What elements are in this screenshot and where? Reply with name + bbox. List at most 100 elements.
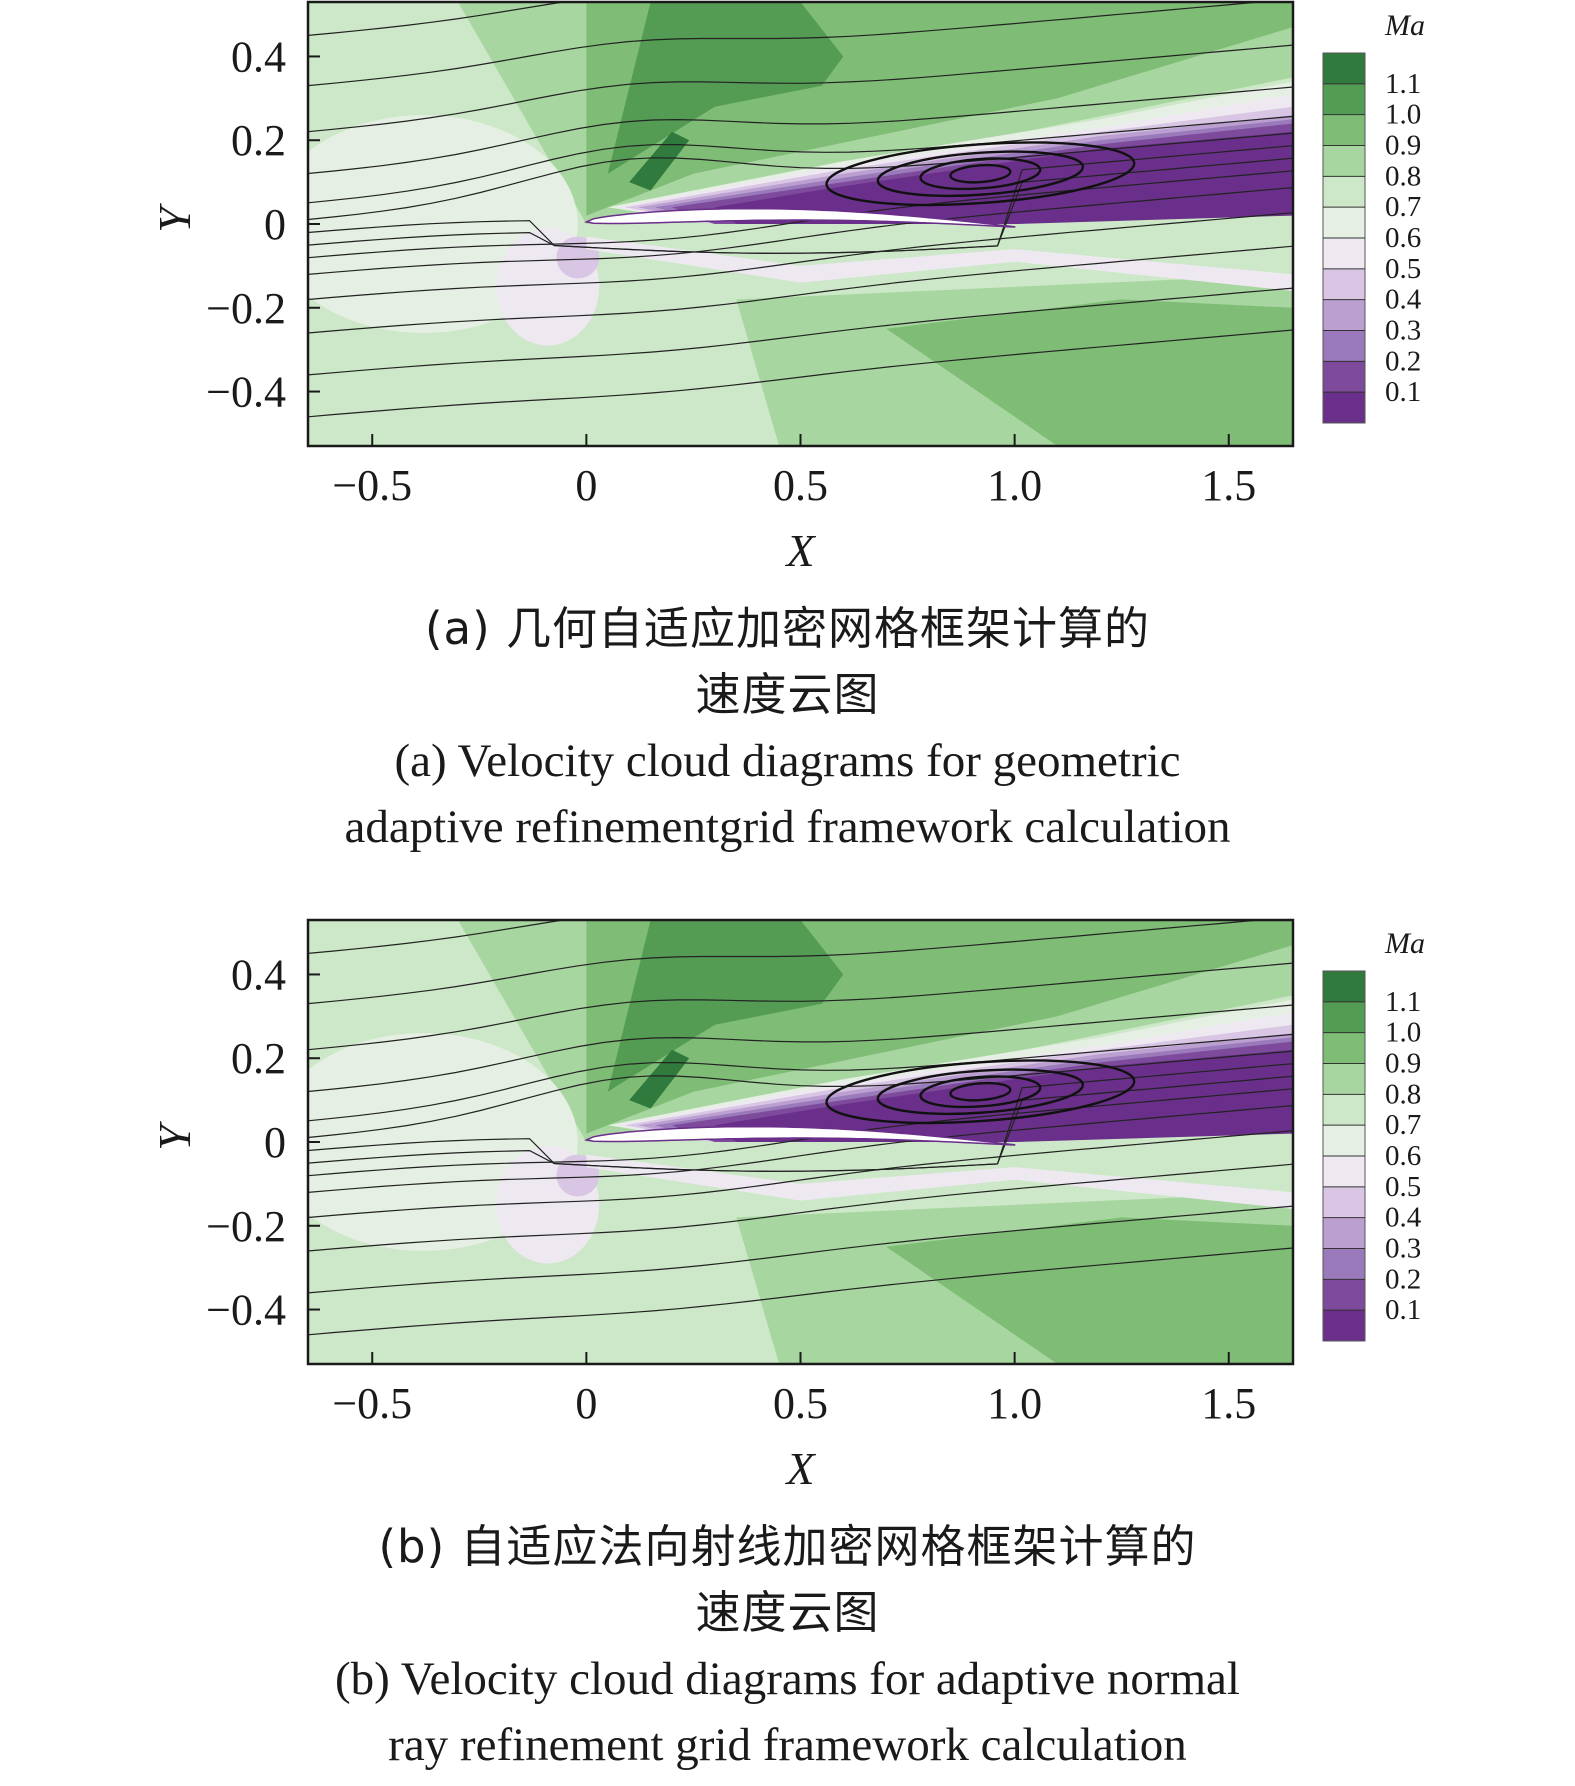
- colorbar-label: 1.0: [1385, 1017, 1421, 1049]
- colorbar-label: 0.4: [1385, 284, 1422, 316]
- vortex-loop-3: [949, 163, 1012, 184]
- y-axis-label: Y: [149, 203, 200, 233]
- figure-panel-b: −0.5 0 0.5 1.0 1.5 0.4 0.2 0 −0.2 −0.4 X Y Ma 1.1 1.0 0…: [0, 918, 1575, 1786]
- caption-b-en-line2: ray refinement grid framework calculatio…: [388, 1719, 1187, 1771]
- vortex-loop-0: [825, 1059, 1136, 1125]
- colorbar-swatch-0: [1323, 971, 1365, 1003]
- x-tick-label: −0.5: [332, 1379, 412, 1428]
- colorbar-label: 0.4: [1385, 1202, 1422, 1234]
- colorbar-swatch-2: [1323, 1032, 1365, 1064]
- colorbar-title: Ma: [1384, 9, 1425, 42]
- streamlines-b: [308, 920, 1293, 1336]
- colorbar-label: 0.3: [1385, 1233, 1421, 1265]
- colorbar-swatch-3: [1323, 145, 1365, 177]
- x-tick-label: 1.5: [1201, 461, 1256, 510]
- colorbar-swatch-7: [1323, 268, 1365, 301]
- colorbar-label: 0.6: [1385, 1140, 1421, 1172]
- x-tick-label: 0: [575, 1379, 597, 1428]
- y-axis-label: Y: [149, 1121, 200, 1151]
- vortex-a: [825, 141, 1136, 207]
- colorbar-label: 0.7: [1385, 191, 1421, 223]
- streamline-6: [308, 1050, 1293, 1139]
- colorbar-swatch-6: [1323, 238, 1365, 270]
- airfoil-b: [583, 1125, 1016, 1146]
- y-tick-label: 0.4: [231, 32, 286, 81]
- contour-level-1.1-upper: [607, 920, 844, 1092]
- x-tick-label: 0.5: [773, 1379, 828, 1428]
- contour-plot-a: −0.5 0 0.5 1.0 1.50.40.20−0.2−0.4XYMa1.11.00…: [149, 0, 1425, 576]
- vortex-loop-1: [876, 1068, 1085, 1116]
- streamline-3: [308, 44, 1293, 133]
- contour-level-1.2-peak: [629, 131, 690, 191]
- contour-level-1.2-peak: [629, 1049, 690, 1109]
- colorbar-swatch-6: [1323, 1156, 1365, 1188]
- colorbar-label: 0.8: [1385, 160, 1421, 192]
- contour-field-a: [308, 2, 1293, 446]
- colorbar-swatch-1: [1323, 83, 1365, 116]
- streamline-9: [308, 1088, 1293, 1177]
- colorbar-label: 0.7: [1385, 1109, 1421, 1141]
- y-tick-label: −0.2: [206, 1202, 286, 1251]
- caption-a-en-line1: (a) Velocity cloud diagrams for geometri…: [394, 735, 1181, 787]
- lower-boundary-layer: [586, 1154, 1293, 1209]
- y-tick-label: 0.2: [231, 116, 286, 165]
- colorbar-label: 0.2: [1385, 345, 1421, 377]
- colorbar-label: 1.1: [1385, 68, 1421, 100]
- vortex-loop-2: [919, 157, 1042, 191]
- caption-b-en-line1: (b) Velocity cloud diagrams for adaptive…: [335, 1653, 1240, 1705]
- colorbar-swatch-3: [1323, 1063, 1365, 1095]
- y-tick-label: −0.4: [206, 1286, 286, 1335]
- colorbar-label: 0.2: [1385, 1263, 1421, 1295]
- contour-plot-b: −0.5 0 0.5 1.0 1.50.40.20−0.2−0.4XYMa1.11.00…: [149, 918, 1425, 1494]
- caption-b-zh-line2: 速度云图: [695, 1586, 880, 1639]
- colorbar-swatch-2: [1323, 114, 1365, 146]
- vortex-loop-2: [919, 1075, 1042, 1109]
- y-tick-label: −0.2: [206, 284, 286, 333]
- y-tick-label: −0.4: [206, 368, 286, 417]
- x-tick-label: 1.5: [1201, 1379, 1256, 1428]
- colorbar-label: 0.3: [1385, 315, 1421, 347]
- streamline-4: [308, 1004, 1293, 1093]
- vortex-loop-1: [876, 150, 1085, 198]
- colorbar-label: 0.1: [1385, 376, 1421, 408]
- streamline-12: [308, 1163, 1293, 1252]
- airfoil-a: [583, 207, 1016, 228]
- colorbar-swatch-11: [1323, 392, 1365, 424]
- colorbar-swatch-0: [1323, 53, 1365, 85]
- vortex-loop-3: [949, 1081, 1012, 1102]
- colorbar-swatch-5: [1323, 207, 1365, 239]
- streamline-14: [308, 1247, 1293, 1336]
- colorbar-swatch-8: [1323, 299, 1365, 331]
- streamline-9: [308, 170, 1293, 259]
- colorbar-swatch-9: [1323, 1248, 1365, 1280]
- colorbar-swatch-1: [1323, 1001, 1365, 1034]
- colorbar-label: 0.9: [1385, 130, 1421, 162]
- x-axis-label: X: [784, 1443, 816, 1494]
- colorbar-swatch-7: [1323, 1186, 1365, 1219]
- y-tick-label: 0: [264, 200, 286, 249]
- y-tick-label: 0: [264, 1118, 286, 1167]
- colorbar-swatch-9: [1323, 330, 1365, 362]
- streamline-5: [308, 115, 1293, 204]
- colorbar-swatch-4: [1323, 1094, 1365, 1126]
- x-tick-label: 0.5: [773, 461, 828, 510]
- streamline-2: [308, 920, 1267, 1005]
- caption-b-zh-line1: (b) 自适应法向射线加密网格框架计算的: [378, 1520, 1197, 1573]
- colorbar-swatch-10: [1323, 361, 1365, 393]
- colorbar-label: 0.6: [1385, 222, 1421, 254]
- colorbar-swatch-11: [1323, 1310, 1365, 1342]
- streamline-11: [308, 212, 1293, 301]
- x-tick-label: 1.0: [987, 1379, 1042, 1428]
- figure-panel-a: −0.5 0 0.5 1.0 1.5 0.4 0.2 0 −0.2 −0.4 X Y Ma 1.1 1.0 0…: [0, 0, 1575, 860]
- colorbar-title: Ma: [1384, 927, 1425, 960]
- caption-a: (a) 几何自适应加密网格框架计算的 速度云图 (a) Velocity clo…: [0, 596, 1575, 860]
- streamline-6: [308, 132, 1293, 221]
- streamline-2: [308, 2, 1267, 87]
- vortex-loop-0: [825, 141, 1136, 207]
- colorbar-swatch-5: [1323, 1125, 1365, 1157]
- x-tick-label: 1.0: [987, 461, 1042, 510]
- streamline-1: [308, 2, 568, 36]
- caption-a-en-line2: adaptive refinementgrid framework calcul…: [344, 801, 1231, 853]
- colorbar-swatch-8: [1323, 1217, 1365, 1249]
- streamline-4: [308, 86, 1293, 175]
